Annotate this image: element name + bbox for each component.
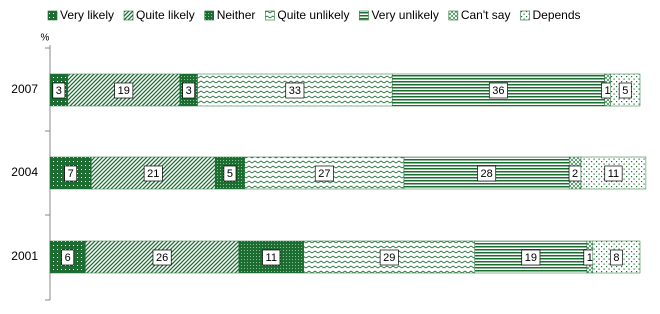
value-label-box	[618, 82, 632, 99]
legend-swatch	[359, 10, 369, 21]
value-label-box	[609, 249, 623, 266]
y-tick-label: 2007	[11, 82, 38, 96]
value-label-box	[143, 165, 163, 182]
value-label: 36	[492, 85, 504, 97]
value-label: 11	[266, 252, 277, 264]
value-label-box	[314, 165, 334, 182]
value-label-group: 5	[618, 82, 632, 99]
legend-label: Can't say	[461, 8, 511, 22]
value-label: 1	[604, 85, 610, 97]
value-label: 5	[227, 168, 233, 180]
value-label-group: 28	[477, 165, 497, 182]
value-label-group: 11	[262, 249, 281, 266]
value-label-box	[114, 82, 134, 99]
value-label-box	[521, 249, 541, 266]
legend-label: Depends	[532, 8, 580, 22]
legend-swatch	[47, 10, 58, 21]
legend-swatch	[520, 10, 530, 21]
value-label: 19	[525, 252, 537, 264]
y-tick-label: 2001	[11, 249, 38, 263]
legend-swatch	[265, 10, 275, 21]
value-label-group: 11	[604, 165, 623, 182]
y-tick-label: 2004	[11, 165, 38, 179]
value-label: 3	[186, 85, 192, 97]
value-label-group: 3	[52, 82, 66, 99]
value-label-box	[262, 249, 281, 266]
value-label-group: 5	[223, 165, 237, 182]
value-label-box	[52, 82, 66, 99]
value-label-group: 33	[285, 82, 305, 99]
value-label-box	[223, 165, 237, 182]
value-label: 6	[65, 252, 71, 264]
value-label: 33	[289, 85, 301, 97]
value-label-box	[488, 82, 508, 99]
value-label-box	[182, 82, 196, 99]
legend-label: Very likely	[60, 8, 114, 22]
legend-label: Very unlikely	[371, 8, 438, 22]
value-label: 1	[587, 252, 593, 264]
value-label-group: 19	[114, 82, 134, 99]
value-label-box	[64, 165, 78, 182]
value-label-box	[379, 249, 399, 266]
value-label: 19	[118, 85, 130, 97]
legend-swatch	[204, 10, 215, 21]
value-label: 27	[318, 168, 330, 180]
value-label: 29	[383, 252, 395, 264]
unit-label: %	[41, 33, 50, 44]
value-label-group: 3	[182, 82, 196, 99]
value-label: 8	[613, 252, 619, 264]
value-label-group: 7	[64, 165, 78, 182]
value-label: 3	[56, 85, 62, 97]
value-label-group: 2	[568, 165, 582, 182]
legend-swatch	[448, 10, 459, 21]
value-label-group: 6	[61, 249, 75, 266]
value-label-box	[477, 165, 497, 182]
value-label-group: 29	[379, 249, 399, 266]
value-label: 2	[572, 168, 578, 180]
value-label-box	[152, 249, 172, 266]
value-label-group: 19	[521, 249, 541, 266]
value-label-group: 21	[143, 165, 163, 182]
value-label: 11	[608, 168, 619, 180]
value-label: 28	[480, 168, 492, 180]
value-label-group: 27	[314, 165, 334, 182]
value-label: 7	[68, 168, 74, 180]
value-label-group: 8	[609, 249, 623, 266]
value-label-box	[61, 249, 75, 266]
legend-swatch	[123, 10, 134, 21]
value-label-group: 36	[488, 82, 508, 99]
value-label-group: 26	[152, 249, 172, 266]
bar-segment	[214, 156, 245, 190]
value-label: 26	[156, 252, 168, 264]
value-label: 21	[147, 168, 159, 180]
legend-label: Quite unlikely	[277, 8, 349, 22]
value-label-box	[604, 165, 623, 182]
value-label-box	[285, 82, 305, 99]
legend-label: Quite likely	[136, 8, 195, 22]
value-label: 5	[622, 85, 628, 97]
legend-label: Neither	[217, 8, 256, 22]
